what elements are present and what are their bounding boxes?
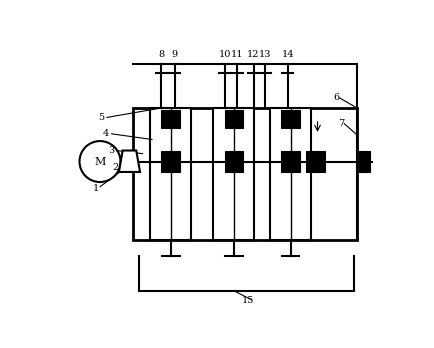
Text: 6: 6 <box>332 93 339 102</box>
Bar <box>224 120 243 128</box>
Bar <box>213 108 254 240</box>
Bar <box>161 151 180 160</box>
Text: 2: 2 <box>112 163 118 172</box>
Text: 5: 5 <box>98 113 105 122</box>
Text: 7: 7 <box>337 119 343 128</box>
Text: 14: 14 <box>281 50 293 59</box>
Text: 4: 4 <box>103 129 109 138</box>
Text: 8: 8 <box>158 50 164 59</box>
Bar <box>161 120 180 128</box>
Bar <box>281 151 299 160</box>
Bar <box>270 108 310 240</box>
Bar <box>150 108 191 240</box>
Text: 1: 1 <box>92 184 99 193</box>
Bar <box>281 120 299 128</box>
Text: 11: 11 <box>230 50 243 59</box>
Bar <box>224 163 243 172</box>
Bar <box>224 110 243 119</box>
Bar <box>281 110 299 119</box>
Text: M: M <box>94 157 105 167</box>
Bar <box>161 163 180 172</box>
Bar <box>224 151 243 160</box>
Polygon shape <box>118 151 140 172</box>
Text: 13: 13 <box>259 50 271 59</box>
Bar <box>281 163 299 172</box>
Bar <box>133 108 356 240</box>
Text: 10: 10 <box>218 50 230 59</box>
Text: 12: 12 <box>247 50 259 59</box>
Bar <box>306 163 325 172</box>
Bar <box>358 151 370 160</box>
Text: 9: 9 <box>171 50 178 59</box>
Bar <box>161 110 180 119</box>
Bar <box>358 163 370 172</box>
Text: 3: 3 <box>108 146 114 155</box>
Bar <box>306 151 325 160</box>
Text: 15: 15 <box>241 296 254 306</box>
